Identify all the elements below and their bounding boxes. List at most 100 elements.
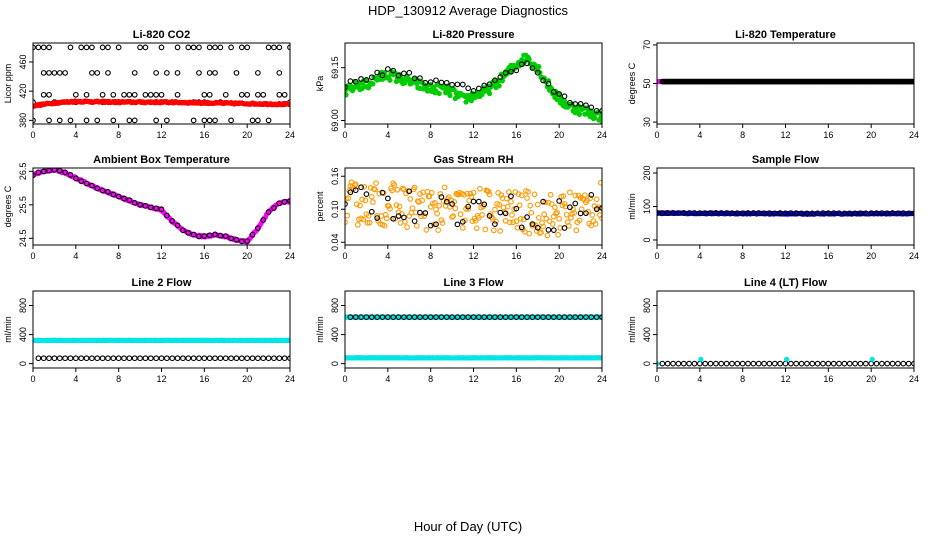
data-point	[438, 194, 445, 200]
data-point	[502, 210, 509, 217]
data-point	[479, 91, 485, 98]
data-point	[368, 74, 375, 81]
data-point	[545, 80, 552, 87]
data-point	[599, 118, 602, 124]
data-point	[379, 189, 386, 196]
data-point	[439, 220, 446, 226]
data-point	[486, 191, 493, 198]
data-point	[592, 221, 599, 227]
data-point	[503, 195, 510, 202]
data-point	[358, 76, 364, 82]
data-point	[271, 205, 277, 211]
data-point	[745, 360, 751, 367]
data-point	[72, 355, 79, 362]
data-point	[361, 184, 368, 190]
data-point	[900, 210, 907, 216]
data-point	[696, 360, 703, 367]
data-point	[158, 91, 165, 98]
data-point	[153, 117, 159, 124]
data-point	[46, 117, 52, 124]
y-tick-label: 380	[18, 113, 28, 128]
x-tick-label: 4	[697, 130, 702, 140]
data-point	[470, 189, 477, 196]
x-tick-label: 8	[116, 374, 121, 384]
data-point	[196, 44, 202, 51]
data-point	[470, 198, 477, 205]
data-point	[787, 210, 794, 216]
data-point	[89, 355, 95, 362]
y-tick-label: 0.04	[330, 233, 340, 251]
data-point	[567, 189, 573, 196]
data-point	[884, 360, 891, 367]
data-point	[352, 314, 359, 321]
x-tick-label: 4	[385, 130, 390, 140]
data-point	[434, 210, 440, 217]
data-point	[260, 355, 267, 362]
data-point	[465, 85, 472, 92]
data-point	[147, 91, 154, 98]
data-point	[386, 203, 392, 209]
x-tick-label: 12	[468, 251, 478, 261]
data-point	[544, 232, 551, 239]
data-point	[889, 210, 896, 216]
data-point	[561, 225, 568, 231]
chart-panel: Line 4 (LT) Flow ml/min 0 4 8 12 16 20 24 0 400 800	[627, 277, 919, 384]
data-point	[884, 210, 891, 217]
x-tick-label: 16	[511, 130, 521, 140]
data-point	[206, 117, 213, 124]
data-point	[599, 215, 602, 222]
data-point	[126, 197, 133, 203]
data-point	[72, 91, 79, 98]
data-point	[461, 191, 467, 198]
data-point	[362, 197, 369, 204]
data-point	[534, 224, 541, 231]
data-point	[131, 199, 138, 206]
x-tick-label: 8	[428, 374, 433, 384]
data-point	[481, 201, 488, 208]
data-point	[180, 355, 186, 362]
marks-group	[657, 209, 914, 217]
data-point	[396, 203, 403, 210]
data-point	[497, 74, 504, 80]
data-point	[905, 360, 912, 367]
data-point	[433, 314, 439, 321]
data-point	[352, 181, 359, 188]
y-tick-label: 25.5	[18, 196, 28, 214]
data-point	[406, 188, 413, 195]
data-point	[233, 236, 240, 243]
data-point	[560, 193, 567, 199]
data-point	[94, 70, 101, 76]
x-tick-label: 24	[285, 251, 295, 261]
data-point	[492, 221, 498, 228]
data-point	[433, 221, 439, 228]
data-point	[750, 360, 757, 367]
data-point	[550, 89, 557, 95]
data-point	[571, 209, 578, 216]
data-point	[238, 44, 245, 51]
data-point	[686, 210, 692, 216]
data-point	[164, 117, 170, 124]
data-point	[115, 355, 122, 362]
data-point	[358, 314, 364, 321]
data-point	[422, 210, 429, 216]
data-point	[217, 232, 224, 239]
x-tick-label: 20	[554, 251, 564, 261]
data-point	[541, 211, 548, 218]
data-point	[857, 210, 864, 217]
y-tick-label: 200	[642, 166, 652, 181]
data-point	[423, 227, 430, 233]
data-point	[761, 360, 767, 367]
data-point	[734, 210, 741, 216]
data-point	[576, 217, 583, 224]
data-point	[390, 67, 397, 74]
data-point	[196, 233, 202, 240]
data-point	[524, 60, 530, 67]
data-point	[276, 44, 283, 51]
data-point	[389, 187, 395, 194]
data-point	[368, 208, 375, 215]
x-tick-label: 24	[909, 251, 919, 261]
data-point	[287, 355, 290, 362]
data-point	[158, 206, 165, 213]
data-point	[814, 360, 821, 367]
data-point	[862, 210, 869, 217]
